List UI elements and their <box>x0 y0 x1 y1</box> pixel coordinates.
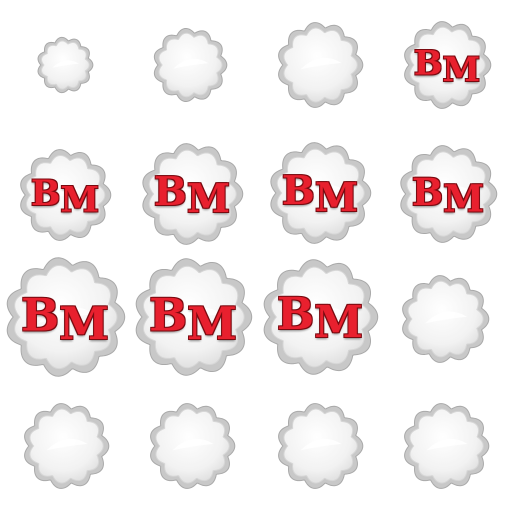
cloud-shape <box>402 275 490 363</box>
cloud-gloss <box>300 57 342 70</box>
cloud-gloss <box>172 438 214 451</box>
cloud-frame-4: BM <box>400 18 494 112</box>
cloud-gloss <box>297 184 346 199</box>
cloud-gloss <box>173 58 209 69</box>
cloud-gloss <box>427 57 469 70</box>
cloud-shape <box>20 149 112 241</box>
cloud-frame-10: BM <box>131 255 255 379</box>
cloud-shape <box>278 22 364 108</box>
cloud-shape <box>142 143 244 245</box>
cloud-shape <box>270 142 372 244</box>
cloud-shape <box>400 145 498 243</box>
cloud-frame-14 <box>146 400 238 492</box>
cloud-shape <box>153 27 228 103</box>
cloud-gloss <box>426 438 468 451</box>
cloud-frame-15 <box>274 400 366 492</box>
cloud-shape <box>404 21 492 109</box>
cloud-frame-7: BM <box>266 139 374 247</box>
cloud-gloss <box>44 187 88 200</box>
cloud-gloss <box>166 306 223 323</box>
cloud-shape <box>6 257 126 377</box>
cloud-frame-16 <box>400 400 492 492</box>
cloud-frame-11: BM <box>259 256 381 378</box>
cloud-shape <box>37 36 94 94</box>
cloud-gloss <box>425 311 467 324</box>
cloud-shape <box>24 403 110 489</box>
cloud-frame-13 <box>20 400 112 492</box>
cloud-frame-3 <box>274 19 366 111</box>
cloud-shape <box>404 403 490 489</box>
cloud-gloss <box>52 60 79 68</box>
cloud-gloss <box>293 307 349 323</box>
cloud-shape <box>135 258 253 376</box>
cloud-shape <box>278 403 364 489</box>
cloud-gloss <box>38 306 95 323</box>
cloud-frame-2 <box>150 25 230 105</box>
cloud-frame-6: BM <box>138 140 246 248</box>
cloud-frame-9: BM <box>2 254 128 380</box>
cloud-frame-5: BM <box>16 146 114 244</box>
cloud-frame-12 <box>398 272 492 366</box>
cloud-frame-1 <box>34 34 96 96</box>
cloud-shape <box>150 403 236 489</box>
cloud-gloss <box>425 185 473 199</box>
cloud-gloss <box>300 438 342 451</box>
cloud-gloss <box>169 185 218 200</box>
cloud-shape <box>263 259 379 375</box>
cloud-gloss <box>46 438 88 451</box>
cloud-frame-8: BM <box>396 142 500 246</box>
